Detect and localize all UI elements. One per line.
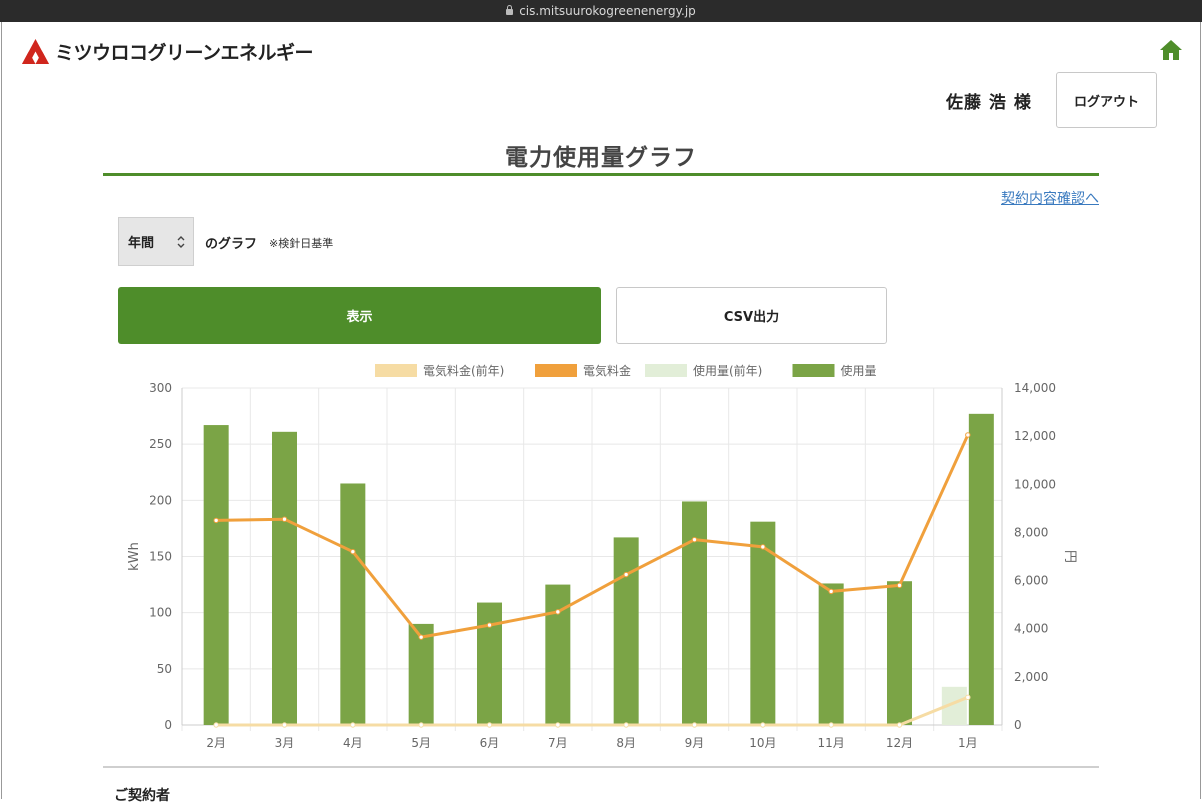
charge-prev-year-point [691, 722, 698, 728]
y2-tick-label: 14,000 [1014, 381, 1056, 395]
y2-tick-label: 2,000 [1014, 670, 1048, 684]
charge-line [216, 434, 970, 639]
charge-point [691, 536, 698, 543]
y2-tick-label: 8,000 [1014, 525, 1048, 539]
bar-usage [203, 425, 229, 725]
y-tick-label: 300 [149, 381, 172, 395]
x-tick-label: 6月 [480, 736, 500, 750]
brand-name: ミツウロコグリーンエネルギー [55, 42, 314, 64]
charge-point [828, 588, 834, 595]
bar-usage [272, 431, 297, 725]
brand-logo[interactable]: ミツウロコグリーンエネルギー [22, 38, 314, 65]
charge-prev-year-point [281, 722, 288, 728]
period-select[interactable]: 年間 [118, 217, 194, 266]
charge-prev-year-line [216, 695, 969, 727]
x-tick-label: 10月 [749, 736, 776, 750]
browser-url-bar[interactable]: cis.mitsuurokogreenenergy.jp [0, 0, 1202, 22]
bar-usage [340, 483, 366, 725]
charge-point [623, 571, 629, 578]
charge-prev-year-point [555, 722, 561, 728]
usage-chart: 0 50 100 150 200 250 300 0 2,000 4,000 6,000 8,000 1… [127, 363, 1077, 750]
legend-swatch [645, 364, 687, 377]
charge-point [213, 517, 219, 524]
legend-label: 電気料金 [583, 363, 631, 378]
charge-prev-year-point [623, 722, 629, 728]
contract-details-link[interactable]: 契約内容確認へ [1001, 191, 1099, 207]
y2-axis-title: 円 [1062, 550, 1077, 563]
graph-note: ※検針日基準 [269, 237, 334, 250]
y-tick-label: 50 [157, 662, 172, 676]
browser-url: cis.mitsuurokogreenenergy.jp [519, 4, 696, 18]
contractor-section-heading: ご契約者 [114, 788, 170, 804]
charge-prev-year-point [760, 722, 766, 728]
charge-prev-year-point [350, 722, 356, 728]
x-tick-label: 11月 [818, 736, 845, 750]
page-frame [1, 22, 1201, 799]
charge-point [896, 582, 903, 589]
bar-usage [477, 602, 502, 725]
x-tick-label: 2月 [206, 736, 226, 750]
y2-tick-label: 6,000 [1014, 574, 1048, 588]
x-tick-label: 3月 [275, 736, 295, 750]
bar-usage [613, 537, 639, 725]
charge-prev-year-point [418, 722, 424, 728]
bar-usage [818, 583, 844, 725]
charge-point [418, 634, 424, 640]
legend-label: 電気料金(前年) [423, 363, 504, 378]
bar-usage [968, 413, 994, 725]
x-tick-label: 4月 [343, 736, 363, 750]
charge-point [350, 548, 356, 555]
show-button[interactable]: 表示 [118, 287, 601, 344]
charge-prev-year-point [486, 722, 493, 728]
graph-label: のグラフ [205, 237, 258, 252]
x-tick-label: 5月 [411, 736, 431, 750]
charge-point [281, 516, 288, 522]
legend-swatch [792, 364, 835, 377]
csv-export-button[interactable]: CSV出力 [616, 287, 887, 344]
bar-usage [887, 581, 912, 725]
legend-label: 使用量(前年) [693, 363, 762, 378]
mitsuuroko-logo-icon [22, 39, 49, 64]
x-tick-label: 9月 [685, 736, 705, 750]
x-tick-label: 7月 [548, 736, 568, 750]
y2-tick-label: 12,000 [1014, 429, 1056, 443]
charge-point [555, 609, 561, 615]
home-icon[interactable] [1159, 39, 1183, 61]
charge-prev-year-point [965, 694, 971, 701]
select-arrows-icon [177, 236, 185, 248]
logout-button[interactable]: ログアウト [1056, 72, 1157, 128]
y-tick-label: 150 [149, 550, 172, 564]
y-tick-label: 250 [149, 437, 172, 451]
y-tick-label: 200 [149, 493, 172, 507]
legend-label: 使用量 [841, 363, 877, 378]
bar-usage [750, 521, 776, 725]
bar-usage [408, 623, 434, 725]
charge-point [965, 432, 971, 438]
x-tick-label: 12月 [886, 736, 913, 750]
user-name: 佐藤 浩 様 [946, 93, 1032, 113]
lock-icon [506, 5, 514, 15]
charge-prev-year-point [896, 722, 903, 728]
section-divider [103, 766, 1099, 768]
charge-point [486, 622, 493, 628]
y-tick-label: 0 [164, 718, 172, 732]
y2-tick-label: 0 [1014, 718, 1022, 732]
bar-usage [682, 501, 707, 725]
y2-tick-label: 4,000 [1014, 622, 1048, 636]
legend-swatch [375, 364, 417, 377]
y2-tick-label: 10,000 [1014, 477, 1056, 491]
x-tick-label: 1月 [958, 736, 978, 750]
y-axis-title: kWh [127, 542, 142, 571]
y-tick-label: 100 [149, 606, 172, 620]
charge-point [760, 544, 766, 550]
charge-prev-year-point [828, 722, 834, 728]
legend-swatch [535, 364, 577, 377]
charge-prev-year-point [213, 722, 219, 728]
period-select-value: 年間 [128, 236, 155, 251]
page-title: 電力使用量グラフ [505, 145, 697, 171]
title-divider [103, 173, 1099, 176]
x-tick-label: 8月 [616, 736, 636, 750]
